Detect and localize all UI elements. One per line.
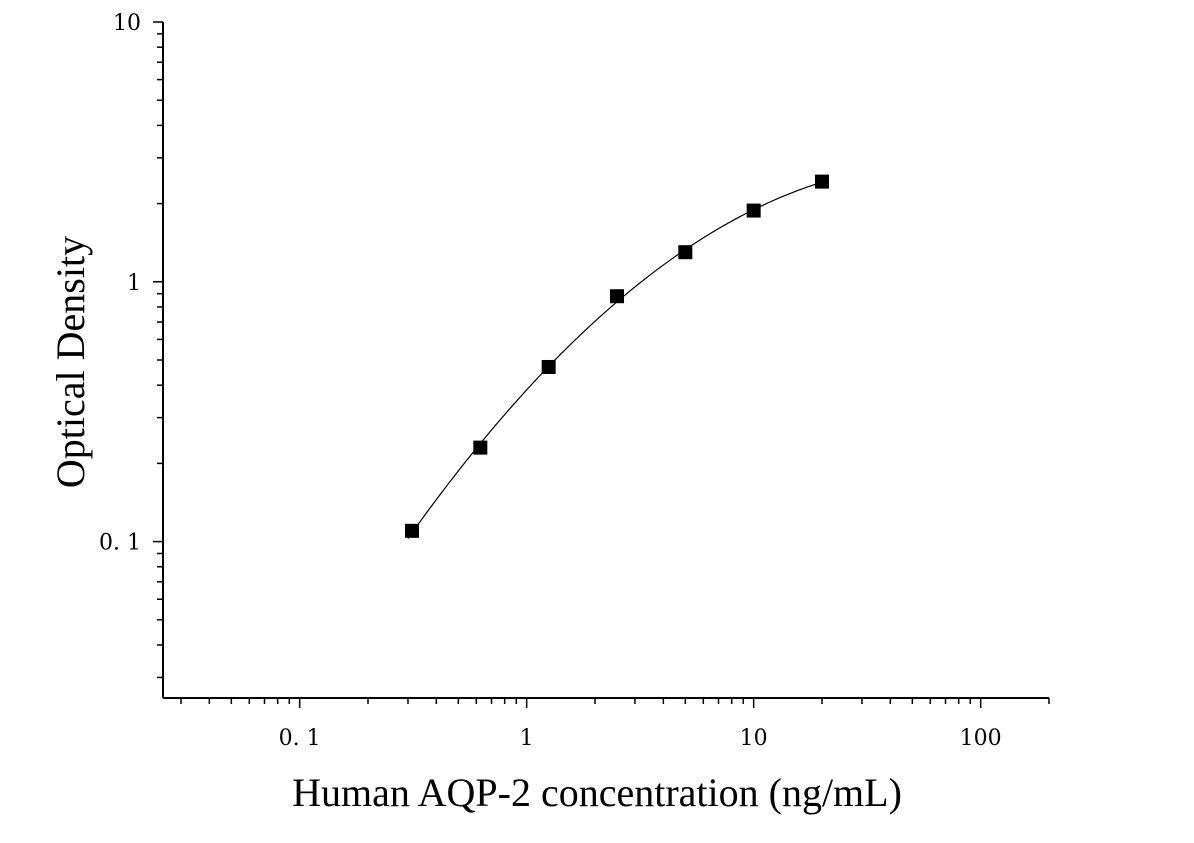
y-tick-label: 0. 1 [99, 531, 141, 556]
x-axis-title: Human AQP-2 concentration (ng/mL) [292, 770, 902, 815]
data-point [678, 245, 693, 260]
data-point [473, 440, 488, 455]
x-tick-label: 100 [960, 726, 1002, 751]
data-point [404, 523, 419, 538]
data-points [404, 174, 830, 538]
data-point [609, 289, 624, 304]
x-tick-label: 10 [740, 726, 768, 751]
data-point [541, 359, 556, 374]
fit-curve [407, 181, 823, 539]
x-tick-label: 1 [520, 726, 534, 751]
x-tick-label: 0. 1 [279, 726, 321, 751]
y-tick-labels: 0. 1 1 10 [99, 11, 141, 556]
y-tick-label: 1 [127, 271, 141, 296]
x-ticks [180, 698, 1050, 708]
data-point [815, 174, 830, 189]
y-tick-label: 10 [113, 11, 141, 36]
y-axis-title: Optical Density [48, 236, 93, 488]
x-tick-labels: 0. 1 1 10 100 [279, 726, 1002, 751]
axes [162, 22, 1049, 699]
y-ticks [153, 21, 163, 679]
data-point [746, 203, 761, 218]
